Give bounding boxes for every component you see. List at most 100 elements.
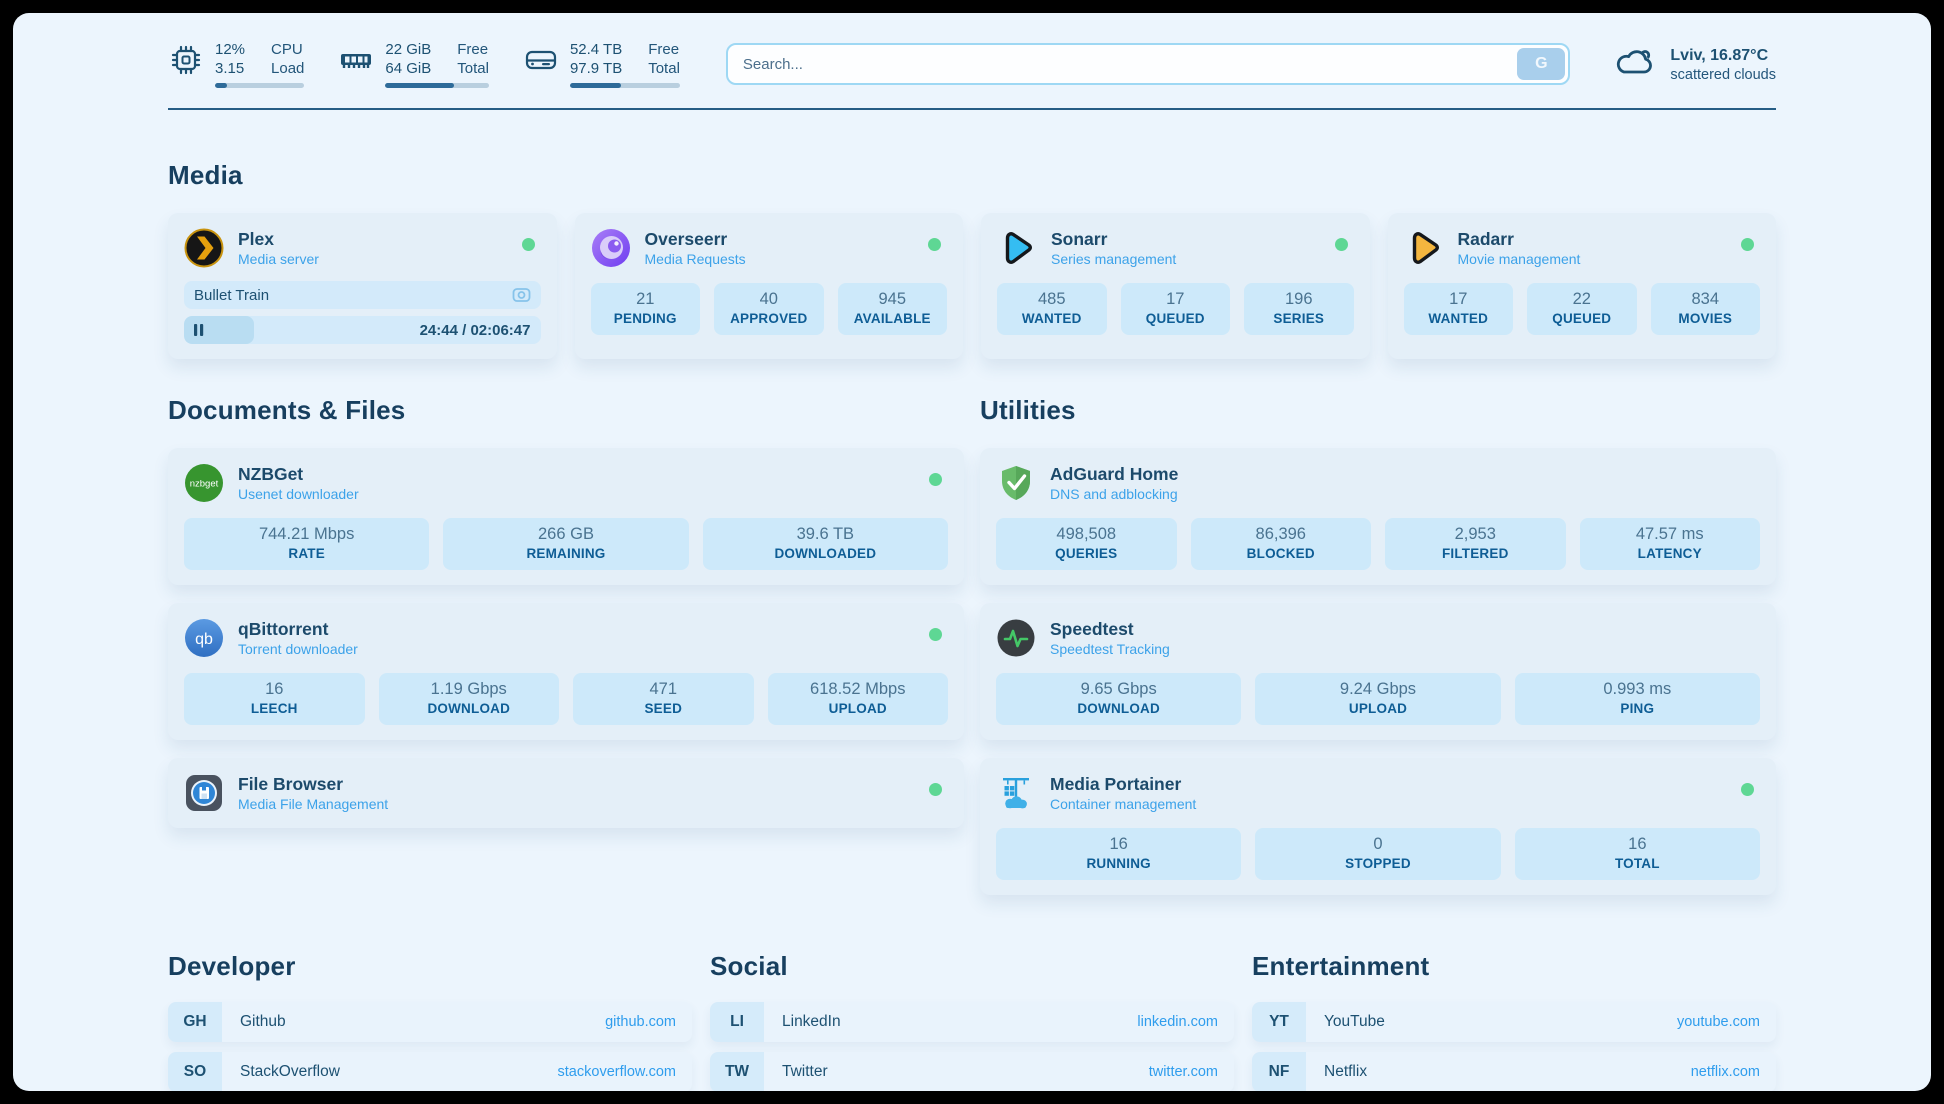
stat-label: REMAINING bbox=[526, 546, 606, 561]
stat-value: 834 bbox=[1691, 290, 1720, 308]
overseerr-icon bbox=[591, 228, 631, 268]
stat-value: 618.52 Mbps bbox=[810, 680, 906, 698]
stat-value: 266 GB bbox=[538, 525, 594, 543]
stat-label: RUNNING bbox=[1086, 856, 1151, 871]
stat-value: 471 bbox=[649, 680, 678, 698]
bookmark-abbr: NF bbox=[1252, 1052, 1306, 1091]
stat-label: DOWNLOAD bbox=[427, 701, 511, 716]
stat-label: DOWNLOAD bbox=[1077, 701, 1160, 716]
stat-label: MOVIES bbox=[1678, 311, 1733, 326]
section-title: Documents & Files bbox=[168, 395, 406, 425]
disk-stat-widget: 52.4 TB 97.9 TB Free Total bbox=[523, 40, 680, 88]
bookmark-youtube[interactable]: YT YouTube youtube.com bbox=[1252, 1002, 1776, 1042]
search-input[interactable] bbox=[727, 55, 1515, 73]
stat-queued: 22 QUEUED bbox=[1527, 283, 1637, 335]
stat-blocked: 86,396 BLOCKED bbox=[1190, 518, 1371, 570]
stat-value: 40 bbox=[759, 290, 778, 308]
stat-label: QUEUED bbox=[1145, 311, 1205, 326]
stat-label: UPLOAD bbox=[828, 701, 887, 716]
stat-label: PING bbox=[1620, 701, 1655, 716]
status-dot-online bbox=[1741, 238, 1754, 251]
service-subtitle: Container management bbox=[1050, 796, 1197, 812]
stat-label: RATE bbox=[288, 546, 325, 561]
memory-value: 64 GiB bbox=[385, 60, 432, 77]
section-entertainment: Entertainment YT YouTube youtube.com NF Netfl… bbox=[1252, 951, 1776, 1091]
memory-label: Free bbox=[457, 41, 489, 58]
service-title: Radarr bbox=[1457, 229, 1514, 249]
memory-stat-widget: 22 GiB 64 GiB Free Total bbox=[338, 40, 489, 88]
status-dot-online bbox=[929, 628, 942, 641]
bookmark-url: stackoverflow.com bbox=[557, 1064, 676, 1080]
now-playing-title: Bullet Train bbox=[194, 286, 270, 304]
stat-label: QUEUED bbox=[1552, 311, 1612, 326]
filebrowser-icon bbox=[184, 773, 224, 813]
service-card-speedtest[interactable]: Speedtest Speedtest Tracking 9.65 Gbps DOWN… bbox=[980, 603, 1776, 740]
service-card-media-portainer[interactable]: Media Portainer Container management 16 RUN… bbox=[980, 758, 1776, 895]
service-title: AdGuard Home bbox=[1050, 464, 1179, 484]
search-provider-button[interactable]: G bbox=[1517, 48, 1566, 80]
service-card-sonarr[interactable]: Sonarr Series management 485 WANTED 17 QUEUED… bbox=[981, 213, 1370, 359]
disk-value: 52.4 TB bbox=[569, 41, 623, 58]
bookmark-github[interactable]: GH Github github.com bbox=[168, 1002, 692, 1042]
stat-value: 744.21 Mbps bbox=[258, 525, 355, 543]
stat-wanted: 17 WANTED bbox=[1403, 283, 1513, 335]
section-title: Social bbox=[710, 951, 788, 981]
stat-downloaded: 39.6 TB DOWNLOADED bbox=[702, 518, 948, 570]
service-subtitle: Usenet downloader bbox=[238, 486, 359, 502]
status-dot-online bbox=[1334, 238, 1348, 251]
service-card-nzbget[interactable]: nzbget NZBGet Usenet downloader 744.21 Mbps… bbox=[168, 448, 964, 585]
stat-label: BLOCKED bbox=[1246, 546, 1315, 561]
bookmark-stackoverflow[interactable]: SO StackOverflow stackoverflow.com bbox=[168, 1052, 692, 1091]
cpu-stat-widget: 12% 3.15 CPU Load bbox=[168, 40, 305, 88]
radarr-icon bbox=[1404, 228, 1444, 268]
bookmark-abbr: TW bbox=[710, 1052, 764, 1091]
top-bar: 12% 3.15 CPU Load 22 GiB 64 GiB Free Total 52.4 … bbox=[168, 40, 1776, 88]
stat-approved: 40 APPROVED bbox=[714, 283, 824, 335]
service-card-file-browser[interactable]: File Browser Media File Management bbox=[168, 758, 964, 828]
now-playing-widget: Bullet Train 24:44 / 02:06:47 bbox=[184, 281, 541, 344]
bookmark-abbr: SO bbox=[168, 1052, 222, 1091]
bookmark-linkedin[interactable]: LI LinkedIn linkedin.com bbox=[710, 1002, 1234, 1042]
service-title: Plex bbox=[238, 229, 274, 249]
cpu-label: Load bbox=[271, 60, 305, 77]
service-subtitle: DNS and adblocking bbox=[1050, 486, 1178, 502]
stat-queries: 498,508 QUERIES bbox=[996, 518, 1177, 570]
stat-upload: 9.24 Gbps UPLOAD bbox=[1255, 673, 1501, 725]
status-dot-online bbox=[928, 238, 941, 251]
stat-ping: 0.993 ms PING bbox=[1514, 673, 1760, 725]
stat-value: 17 bbox=[1449, 290, 1468, 308]
section-media: Media Plex Media server Bullet Train 24:44 … bbox=[168, 160, 1776, 359]
service-card-overseerr[interactable]: Overseerr Media Requests 21 PENDING 40 APPROV… bbox=[574, 213, 963, 359]
service-title: Sonarr bbox=[1051, 229, 1108, 249]
stat-remaining: 266 GB REMAINING bbox=[443, 518, 689, 570]
service-card-radarr[interactable]: Radarr Movie management 17 WANTED 22 QUEUED 83… bbox=[1387, 213, 1776, 359]
stat-upload: 618.52 Mbps UPLOAD bbox=[767, 673, 948, 725]
service-subtitle: Movie management bbox=[1457, 251, 1581, 267]
service-subtitle: Media Requests bbox=[644, 251, 746, 267]
stat-pending: 21 PENDING bbox=[590, 283, 700, 335]
status-dot-online bbox=[521, 238, 535, 251]
service-title: File Browser bbox=[238, 774, 344, 794]
stat-total: 16 TOTAL bbox=[1514, 828, 1760, 880]
pause-icon[interactable] bbox=[194, 324, 204, 336]
bookmark-twitter[interactable]: TW Twitter twitter.com bbox=[710, 1052, 1234, 1091]
service-card-plex[interactable]: Plex Media server Bullet Train 24:44 / 02:0… bbox=[168, 213, 557, 359]
qbittorrent-icon: qb bbox=[184, 618, 224, 658]
video-icon[interactable] bbox=[512, 287, 531, 303]
stat-value: 196 bbox=[1284, 290, 1313, 308]
stat-value: 16 bbox=[265, 680, 284, 698]
cpu-usage-bar bbox=[215, 83, 305, 88]
weather-widget[interactable]: Lviv, 16.87°C scattered clouds bbox=[1612, 44, 1776, 85]
section-title: Developer bbox=[168, 951, 296, 981]
portainer-icon bbox=[996, 773, 1036, 813]
header-divider bbox=[168, 108, 1776, 110]
service-title: qBittorrent bbox=[238, 619, 329, 639]
service-card-adguard-home[interactable]: AdGuard Home DNS and adblocking 498,508 QUE… bbox=[980, 448, 1776, 585]
service-card-qbittorrent[interactable]: qb qBittorrent Torrent downloader 16 LEECH 1.… bbox=[168, 603, 964, 740]
stat-label: QUERIES bbox=[1055, 546, 1118, 561]
stat-value: 945 bbox=[878, 290, 907, 308]
weather-location-temp: Lviv, 16.87°C bbox=[1670, 46, 1769, 64]
bookmark-name: Netflix bbox=[1324, 1063, 1368, 1080]
svg-text:qb: qb bbox=[195, 631, 213, 648]
bookmark-netflix[interactable]: NF Netflix netflix.com bbox=[1252, 1052, 1776, 1091]
